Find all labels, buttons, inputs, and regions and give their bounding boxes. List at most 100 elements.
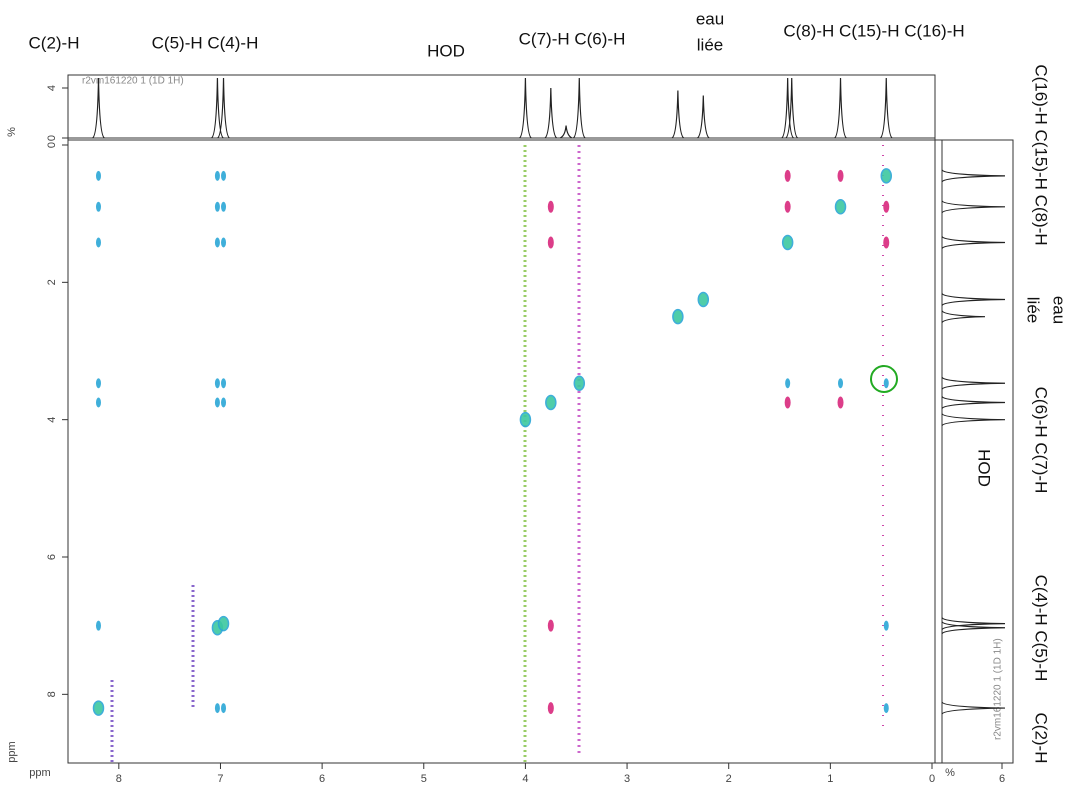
cross-peak	[221, 397, 227, 408]
x-tick-label: 4	[522, 773, 528, 785]
cross-peak	[214, 170, 220, 181]
spectrum-peak	[92, 77, 105, 139]
cross-peak	[672, 308, 684, 325]
cross-peak	[221, 170, 227, 181]
cross-peak	[784, 396, 791, 409]
spectrum-peak	[879, 77, 893, 139]
peak-label: C(8)-H C(15)-H C(16)-H	[783, 21, 964, 40]
y-tick-label: 4	[46, 85, 58, 91]
y-tick-label: 8	[46, 691, 58, 697]
cross-peak	[883, 620, 889, 631]
cross-peak	[784, 169, 791, 182]
spectrum-peak	[941, 396, 1006, 409]
spectrum-peak	[941, 617, 1006, 631]
peak-label: eau	[696, 9, 724, 28]
cross-peak	[834, 199, 847, 215]
peak-label: C(2)-H	[29, 33, 80, 52]
cross-peak	[214, 378, 220, 389]
cross-peak	[547, 702, 554, 715]
cross-peak	[519, 411, 532, 428]
cross-peak	[784, 200, 791, 213]
y-tick-label: 4	[46, 417, 58, 423]
spectrum-peak	[781, 77, 795, 139]
spectrum-peak	[210, 77, 224, 139]
x-tick-label: 6	[999, 773, 1005, 785]
spectrum-peak	[834, 77, 847, 139]
cross-peak	[92, 700, 105, 716]
cross-peak	[214, 237, 220, 248]
spectrum-peak	[941, 200, 1006, 214]
peak-label: HOD	[975, 449, 994, 487]
x-tick-label: 2	[726, 773, 732, 785]
spectrum-peak	[941, 413, 1006, 427]
spectrum-peak	[941, 376, 1006, 390]
x-tick-label: 0	[929, 773, 935, 785]
cross-peak	[214, 397, 220, 408]
cross-peak	[221, 703, 227, 714]
spectrum-peak	[559, 125, 573, 139]
peak-label: C(4)-H C(5)-H	[1032, 575, 1051, 682]
spectrum-peak	[217, 77, 230, 139]
axis-unit: ppm	[6, 741, 18, 762]
x-tick-label: 6	[319, 773, 325, 785]
highlight-circle	[870, 365, 898, 393]
cross-peak	[785, 378, 791, 389]
y-tick-label: 0	[46, 142, 58, 148]
cross-peak	[883, 200, 890, 213]
x-tick-label: 1	[827, 773, 833, 785]
unit-label: %	[945, 767, 955, 779]
spectrum-peak	[572, 77, 586, 139]
peak-label: HOD	[427, 41, 465, 60]
cross-peak	[95, 170, 101, 181]
cross-peak	[781, 234, 794, 251]
cross-peak	[95, 620, 101, 631]
plot-frame	[67, 139, 936, 764]
cross-peak	[547, 619, 554, 632]
y-tick-label: 2	[46, 279, 58, 285]
x-tick-label: 8	[116, 773, 122, 785]
x-tick-label: 5	[421, 773, 427, 785]
top-frame	[67, 74, 936, 141]
cross-peak	[883, 703, 889, 714]
spectrum-peak	[941, 236, 1006, 249]
cross-peak	[880, 168, 893, 184]
unit-label: %	[6, 127, 18, 137]
cross-peak	[573, 375, 586, 392]
peak-label: C(2)-H	[1032, 713, 1051, 764]
cross-peak	[545, 394, 557, 411]
spectrum-peak	[696, 95, 710, 139]
axis-unit: ppm	[29, 767, 50, 779]
cross-peak	[95, 237, 101, 248]
peak-label: eau	[1050, 296, 1069, 324]
x-tick-label: 3	[624, 773, 630, 785]
peak-label: liée	[1024, 297, 1043, 323]
spectrum-label: r2vm161220 1 (1D 1H)	[82, 76, 184, 87]
cross-peak	[547, 200, 554, 213]
cross-peak	[214, 703, 220, 714]
cross-peak	[95, 397, 101, 408]
peak-label: liée	[697, 35, 723, 54]
y-tick-label: 0	[46, 135, 58, 141]
peak-label: C(16)-H C(15)-H C(8)-H	[1032, 64, 1051, 245]
cross-peak	[837, 169, 844, 182]
spectrum-peak	[941, 310, 986, 324]
cross-peak	[221, 378, 227, 389]
spectrum-peak	[518, 77, 532, 139]
cross-peak	[95, 201, 101, 212]
right-frame	[934, 139, 1014, 764]
cross-peak	[221, 201, 227, 212]
cross-peak	[883, 378, 889, 389]
y-tick-label: 6	[46, 554, 58, 560]
spectrum-peak	[544, 87, 558, 139]
spectrum-peak	[941, 169, 1006, 183]
x-tick-label: 7	[217, 773, 223, 785]
peak-label: C(7)-H C(6)-H	[519, 29, 626, 48]
cross-peak	[837, 396, 844, 409]
spectrum-peak	[941, 701, 1006, 715]
spectrum-peak	[671, 90, 685, 139]
cross-peak	[217, 615, 230, 632]
peak-label: C(6)-H C(7)-H	[1032, 387, 1051, 494]
cross-peak	[214, 201, 220, 212]
cross-peak	[697, 291, 710, 308]
